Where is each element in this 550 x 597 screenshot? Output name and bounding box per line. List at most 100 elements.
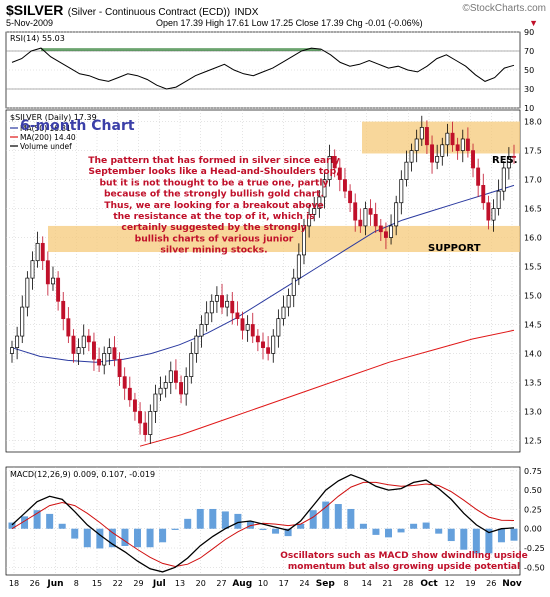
- macd-histogram-bar: [96, 528, 104, 549]
- candle-body: [266, 347, 271, 354]
- candle-body: [281, 306, 286, 320]
- macd-x-tick-label: 24: [299, 579, 309, 588]
- macd-histogram-bar: [8, 522, 16, 529]
- candle-body: [337, 167, 342, 180]
- macd-x-tick-label: Jul: [152, 579, 166, 589]
- candle-body: [419, 127, 424, 140]
- ohlc-label: Open 17.39 High 17.61 Low 17.25 Close 17…: [156, 18, 423, 28]
- candle-body: [122, 376, 127, 389]
- candle-body: [307, 213, 312, 227]
- macd-x-tick-label: 19: [465, 579, 475, 588]
- candle-body: [138, 411, 143, 424]
- candle-body: [76, 347, 81, 354]
- macd-histogram-bar: [134, 528, 141, 548]
- note-line: certainly suggested by the strongly: [121, 222, 306, 233]
- macd-x-tick-label: 21: [382, 579, 392, 588]
- candle-body: [132, 399, 137, 412]
- candle-body: [261, 341, 265, 349]
- macd-histogram-bar: [422, 522, 430, 529]
- candle-body: [148, 411, 153, 435]
- macd-histogram-bar: [159, 528, 167, 543]
- candle-body: [97, 358, 102, 366]
- candle-body: [214, 295, 219, 302]
- macd-histogram-bar: [309, 510, 317, 529]
- candle-body: [127, 387, 132, 401]
- candle-body: [30, 260, 35, 279]
- candle-body: [230, 300, 235, 314]
- macd-histogram-bar: [272, 528, 280, 534]
- macd-histogram-bar: [259, 528, 267, 530]
- candle-body: [450, 132, 455, 146]
- macd-tick-label: 0.75: [524, 467, 542, 476]
- macd-note-line: momentum but also growing upside potenti…: [288, 562, 520, 572]
- legend-label: Volume undef: [20, 142, 72, 151]
- candle-body: [496, 190, 501, 209]
- macd-histogram-bar: [410, 523, 418, 529]
- macd-histogram-bar: [146, 528, 154, 548]
- exchange-label: INDX: [234, 7, 259, 18]
- candle-body: [378, 225, 383, 233]
- macd-x-tick-label: 26: [486, 579, 496, 588]
- candle-body: [424, 127, 429, 146]
- macd-tick-label: 0.25: [524, 505, 542, 514]
- macd-histogram-bar: [33, 510, 41, 529]
- legend-label: MA(200) 14.40: [20, 133, 76, 142]
- macd-x-tick-label: 8: [74, 579, 79, 588]
- price-tick-label: 14.0: [524, 349, 542, 358]
- candle-body: [414, 138, 419, 151]
- macd-x-tick-label: 8: [343, 579, 348, 588]
- macd-x-tick-label: Aug: [232, 579, 252, 589]
- macd-histogram-bar: [297, 523, 305, 529]
- candle-body: [481, 185, 486, 204]
- macd-histogram-bar: [171, 528, 179, 530]
- macd-x-tick-label: Nov: [502, 579, 522, 589]
- candle-body: [225, 300, 230, 308]
- candle-body: [353, 202, 358, 221]
- macd-x-tick-label: 14: [362, 579, 372, 588]
- header-row-1: $SILVER (Silver - Continuous Contract (E…: [6, 2, 546, 18]
- candle-body: [199, 324, 204, 337]
- macd-histogram-bar: [485, 528, 493, 554]
- date-label: 5-Nov-2009: [6, 18, 54, 28]
- price-series-label: $SILVER (Daily) 17.39: [10, 113, 97, 122]
- macd-histogram-bar: [108, 528, 116, 548]
- candle-body: [317, 196, 322, 209]
- macd-histogram-bar: [284, 528, 292, 537]
- macd-histogram-bar: [460, 528, 468, 550]
- candle-body: [348, 190, 353, 204]
- candle-body: [102, 353, 107, 366]
- candle-body: [312, 208, 317, 215]
- candle-body: [184, 376, 189, 395]
- macd-histogram-bar: [397, 528, 405, 533]
- symbol-description: (Silver - Continuous Contract (ECD)): [67, 7, 231, 18]
- macd-histogram-bar: [83, 528, 91, 548]
- macd-histogram-bar: [322, 501, 330, 529]
- price-tick-label: 17.0: [524, 176, 542, 185]
- candle-body: [10, 347, 14, 354]
- candle-body: [363, 208, 368, 227]
- down-arrow-icon: ▼: [529, 18, 538, 28]
- macd-histogram-bar: [196, 508, 204, 529]
- legend-label: MA(50) 16.31: [20, 124, 71, 133]
- candle-body: [373, 213, 378, 227]
- candle-body: [332, 156, 337, 169]
- price-tick-label: 14.5: [524, 320, 542, 329]
- candle-body: [491, 208, 496, 221]
- candle-body: [291, 277, 296, 296]
- price-tick-label: 13.5: [524, 378, 542, 387]
- candle-body: [153, 393, 158, 412]
- res-label: RES.: [492, 155, 518, 166]
- candle-body: [15, 335, 20, 349]
- macd-histogram-bar: [184, 518, 192, 529]
- support-band: [48, 225, 520, 253]
- candle-body: [486, 202, 491, 221]
- candle-body: [471, 150, 475, 169]
- macd-note-line: Oscillators such as MACD show dwindling …: [280, 551, 528, 561]
- candle-body: [71, 335, 76, 354]
- macd-x-tick-label: 10: [258, 579, 268, 588]
- macd-histogram-bar: [385, 528, 392, 538]
- candle-body: [179, 382, 183, 395]
- candle-body: [404, 161, 409, 180]
- candle-body: [343, 179, 347, 192]
- candle-body: [92, 341, 96, 360]
